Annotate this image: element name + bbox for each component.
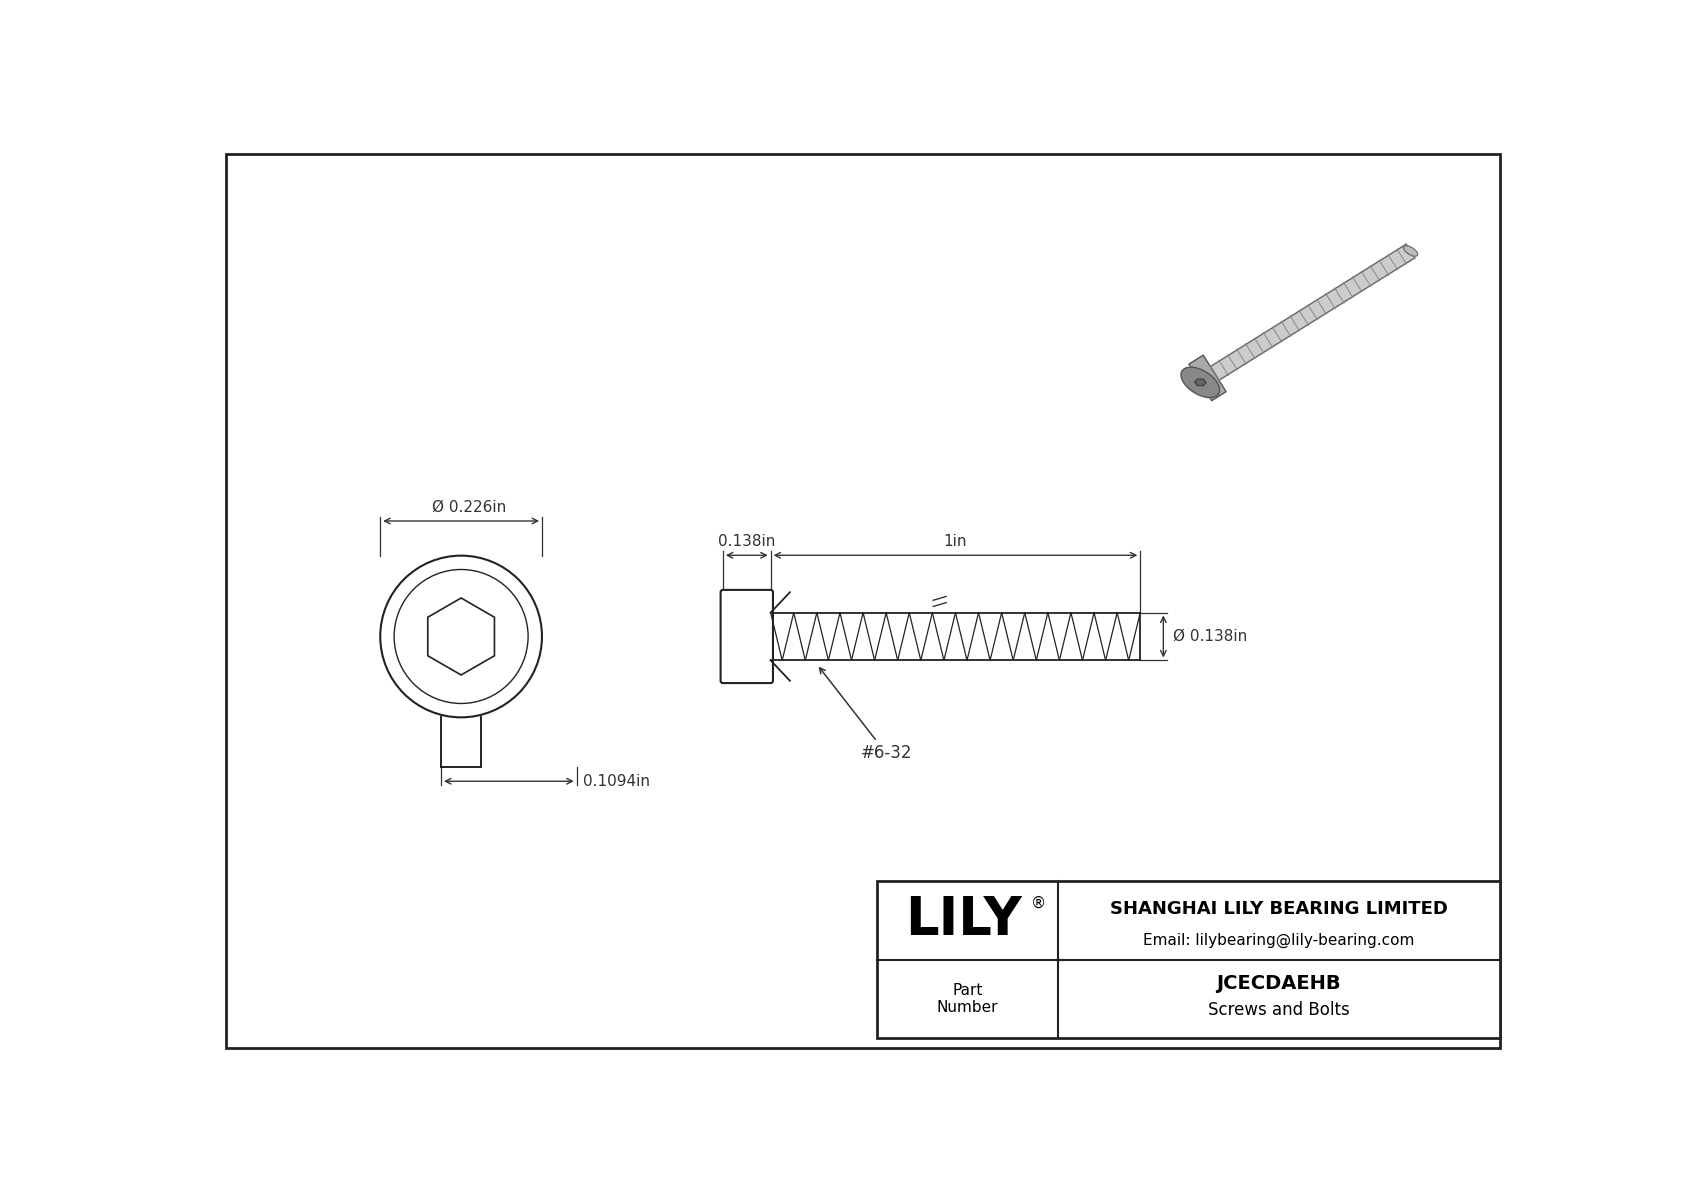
Polygon shape (428, 598, 495, 675)
Text: SHANGHAI LILY BEARING LIMITED: SHANGHAI LILY BEARING LIMITED (1110, 900, 1448, 918)
Polygon shape (1211, 244, 1415, 380)
Text: ®: ® (1031, 896, 1046, 911)
Circle shape (394, 569, 529, 704)
Text: Email: lilybearing@lily-bearing.com: Email: lilybearing@lily-bearing.com (1143, 933, 1415, 948)
Ellipse shape (1180, 367, 1219, 398)
Ellipse shape (1403, 245, 1418, 256)
Text: LILY: LILY (906, 894, 1022, 946)
Text: 0.138in: 0.138in (717, 534, 775, 549)
Polygon shape (1189, 355, 1226, 400)
Text: Screws and Bolts: Screws and Bolts (1207, 1000, 1349, 1019)
Text: JCECDAEHB: JCECDAEHB (1216, 974, 1340, 992)
Text: Ø 0.138in: Ø 0.138in (1172, 629, 1246, 644)
Circle shape (381, 556, 542, 717)
Text: Part
Number: Part Number (936, 983, 999, 1015)
Text: 1in: 1in (943, 534, 967, 549)
Text: Ø 0.226in: Ø 0.226in (431, 500, 505, 515)
Bar (877, 880, 1500, 1039)
Text: 0.1094in: 0.1094in (583, 774, 650, 788)
Text: #6-32: #6-32 (820, 668, 913, 762)
Polygon shape (1194, 379, 1206, 386)
FancyBboxPatch shape (721, 590, 773, 684)
